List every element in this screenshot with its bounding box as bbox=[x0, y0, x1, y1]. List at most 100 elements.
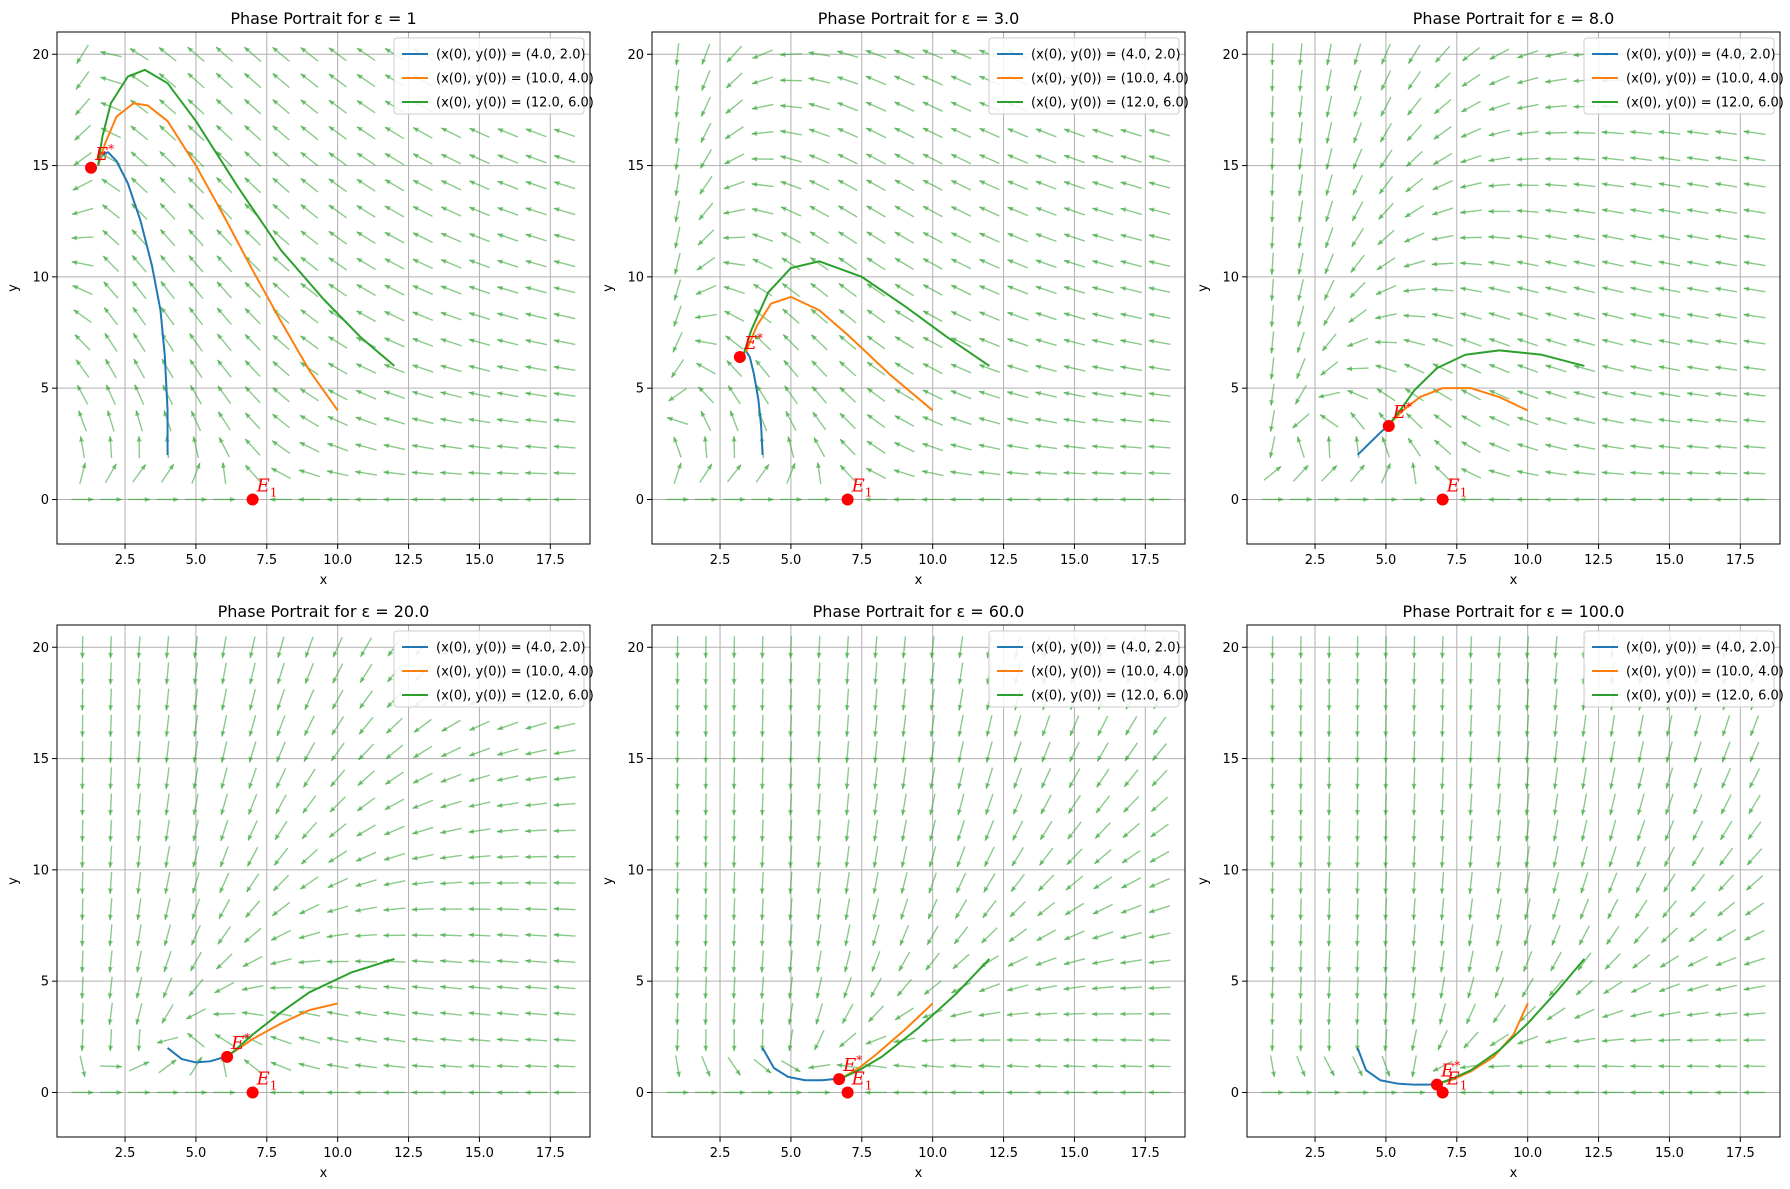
quiver-arrow bbox=[866, 283, 886, 297]
quiver-arrow bbox=[779, 103, 802, 109]
quiver-arrow bbox=[1545, 312, 1567, 320]
quiver-arrow bbox=[1516, 260, 1539, 267]
quiver-arrow bbox=[135, 1003, 143, 1025]
quiver-arrow bbox=[440, 390, 462, 399]
quiver-arrow bbox=[496, 828, 519, 834]
quiver-arrow bbox=[674, 793, 681, 816]
quiver-arrow bbox=[1460, 363, 1482, 374]
quiver-arrow bbox=[1460, 389, 1482, 401]
quiver-arrow bbox=[723, 235, 746, 241]
quiver-arrow bbox=[1120, 233, 1142, 242]
quiver-arrow bbox=[1434, 72, 1451, 89]
quiver-arrow bbox=[1063, 128, 1086, 138]
quiver-arrow bbox=[1601, 129, 1624, 136]
quiver-arrow bbox=[1120, 259, 1142, 268]
quiver-arrow bbox=[1601, 496, 1624, 503]
quiver-arrow bbox=[759, 740, 765, 764]
quiver-arrow bbox=[1120, 312, 1143, 320]
quiver-arrow bbox=[553, 749, 576, 756]
quiver-arrow bbox=[359, 690, 373, 709]
quiver-arrow bbox=[694, 338, 717, 345]
quiver-arrow bbox=[328, 151, 347, 167]
x-tick-label: 12.5 bbox=[1584, 1146, 1613, 1161]
quiver-arrow bbox=[893, 469, 916, 478]
quiver-arrow bbox=[1465, 1003, 1476, 1025]
quiver-arrow bbox=[1376, 388, 1396, 402]
quiver-arrow bbox=[1292, 413, 1310, 429]
quiver-arrow bbox=[894, 153, 915, 165]
equilibrium-label: E* bbox=[743, 331, 763, 354]
quiver-arrow bbox=[1637, 767, 1645, 790]
quiver-arrow bbox=[1715, 391, 1738, 397]
equilibrium-point-e1 bbox=[246, 1086, 259, 1099]
quiver-arrow bbox=[135, 871, 142, 894]
quiver-arrow bbox=[272, 151, 290, 167]
quiver-arrow bbox=[1630, 443, 1653, 450]
quiver-arrow bbox=[1035, 1089, 1058, 1096]
quiver-arrow bbox=[1524, 767, 1530, 790]
quiver-arrow bbox=[468, 801, 491, 809]
quiver-arrow bbox=[978, 337, 1000, 348]
quiver-arrow bbox=[1467, 871, 1473, 894]
quiver-arrow bbox=[1297, 148, 1304, 171]
quiver-arrow bbox=[731, 793, 737, 816]
quiver-arrow bbox=[1516, 1089, 1539, 1096]
quiver-arrow bbox=[759, 714, 765, 737]
quiver-arrow bbox=[245, 900, 261, 919]
quiver-arrow bbox=[1601, 260, 1624, 267]
quiver-arrow bbox=[1658, 470, 1681, 476]
x-tick-label: 5.0 bbox=[781, 553, 802, 568]
quiver-arrow bbox=[703, 845, 709, 868]
quiver-arrow bbox=[726, 360, 743, 378]
quiver-arrow bbox=[950, 337, 972, 348]
quiver-arrow bbox=[1573, 312, 1596, 320]
quiver-arrow bbox=[1489, 48, 1510, 60]
quiver-arrow bbox=[1269, 147, 1275, 171]
quiver-arrow bbox=[241, 984, 264, 992]
quiver-arrow bbox=[328, 73, 347, 88]
quiver-arrow bbox=[1006, 1063, 1029, 1069]
quiver-arrow bbox=[896, 978, 912, 997]
quiver-arrow bbox=[1488, 496, 1511, 503]
quiver-arrow bbox=[1573, 260, 1596, 267]
quiver-arrow bbox=[731, 924, 737, 947]
quiver-arrow bbox=[1148, 1063, 1171, 1069]
quiver-arrow bbox=[216, 255, 233, 273]
quiver-arrow bbox=[553, 932, 576, 938]
quiver-arrow bbox=[1658, 155, 1681, 162]
quiver-arrow bbox=[1091, 391, 1114, 398]
quiver-arrow bbox=[1658, 983, 1680, 993]
quiver-arrow bbox=[383, 496, 406, 503]
quiver-arrow bbox=[1411, 950, 1417, 973]
quiver-arrow bbox=[781, 1060, 801, 1073]
quiver-arrow bbox=[496, 364, 519, 372]
quiver-arrow bbox=[248, 715, 257, 737]
quiver-arrow bbox=[1148, 985, 1171, 991]
quiver-arrow bbox=[468, 338, 491, 347]
quiver-arrow bbox=[922, 257, 943, 270]
quiver-arrow bbox=[1488, 337, 1510, 347]
quiver-arrow bbox=[356, 99, 376, 114]
quiver-arrow bbox=[872, 793, 879, 816]
quiver-arrow bbox=[1350, 411, 1366, 430]
quiver-arrow bbox=[1516, 130, 1539, 137]
quiver-arrow bbox=[1524, 793, 1530, 816]
quiver-arrow bbox=[1545, 1063, 1568, 1069]
quiver-arrow bbox=[759, 688, 765, 711]
quiver-arrow bbox=[1466, 976, 1475, 999]
quiver-arrow bbox=[844, 819, 850, 842]
quiver-arrow bbox=[838, 360, 857, 377]
quiver-arrow bbox=[1715, 417, 1738, 423]
quiver-arrow bbox=[928, 846, 937, 868]
quiver-arrow bbox=[1124, 742, 1138, 762]
quiver-arrow bbox=[701, 1055, 711, 1077]
quiver-arrow bbox=[752, 258, 773, 270]
quiver-arrow bbox=[383, 1089, 406, 1096]
quiver-arrow bbox=[272, 282, 290, 298]
quiver-arrow bbox=[1524, 819, 1530, 842]
quiver-arrow bbox=[844, 871, 850, 894]
quiver-arrow bbox=[674, 95, 680, 118]
quiver-arrow bbox=[1516, 156, 1539, 162]
quiver-arrow bbox=[674, 174, 680, 197]
quiver-arrow bbox=[1601, 390, 1624, 398]
